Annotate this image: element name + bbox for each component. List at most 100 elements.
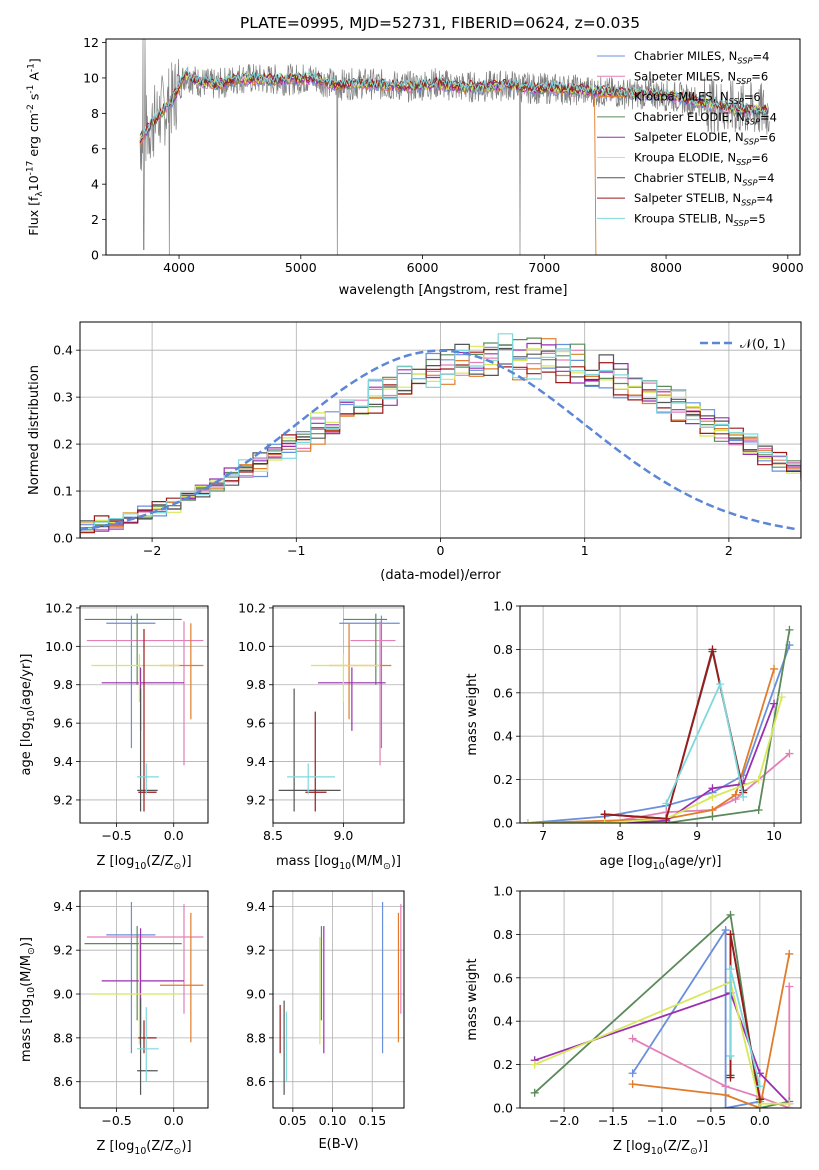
y-tick-label: 0.8 [493, 927, 513, 942]
x-axis-label: Z [log10(Z/Z⊙)] [613, 1139, 708, 1157]
axes-mass_vs_ebv: 0.05 0.10 0.15 8.6 8.8 9.0 9.2 9.4 E(B-V) [246, 890, 405, 1152]
model-spectrum-line [139, 67, 769, 141]
y-tick-label: 0.2 [493, 772, 513, 787]
label-part: Chabrier MILES, [634, 49, 729, 63]
label-part: (Z/Z [146, 854, 173, 869]
label-part: 6 [761, 151, 768, 165]
weight-marker [785, 949, 794, 958]
label-part: ] [27, 58, 42, 63]
x-tick-label: 7000 [528, 260, 560, 275]
x-tick-label: 9 [693, 828, 701, 843]
y-tick-label: 9.0 [53, 987, 73, 1002]
x-tick-label: 9.0 [333, 828, 353, 843]
y-tick-label: 10.0 [238, 639, 266, 654]
label-part: = [757, 171, 767, 185]
weight-marker [754, 805, 763, 814]
y-tick-label: 0.0 [493, 1101, 513, 1116]
label-part: -1 [26, 63, 36, 72]
label-part: Flux [f [26, 196, 41, 236]
label-part: )] [19, 937, 34, 947]
legend-label: Chabrier STELIB, NSSP=4 [634, 171, 774, 187]
label-part: = [756, 191, 766, 205]
label-part: -1 [26, 85, 36, 94]
x-tick-label: −0.5 [101, 828, 131, 843]
weight-line [527, 629, 791, 823]
weight-line [527, 668, 775, 823]
x-tick-label: −1.0 [647, 1113, 677, 1128]
y-tick-label: 10.0 [45, 639, 73, 654]
y-axis-label: mass weight [465, 673, 480, 755]
label-part: SSP [734, 218, 749, 228]
label-part: -17 [26, 161, 36, 176]
label-part: SSP [742, 177, 757, 187]
x-tick-label: 8.5 [263, 828, 283, 843]
x-tick-label: 0.0 [750, 1113, 770, 1128]
y-tick-label: 9.2 [53, 943, 73, 958]
x-axis-label: mass [log10(M/M⊙)] [276, 854, 401, 872]
label-part: )] [181, 1139, 191, 1154]
x-tick-label: −1 [287, 543, 305, 558]
label-part: Chabrier STELIB, [634, 171, 734, 185]
label-part: λ [35, 191, 45, 197]
x-tick-label: −0.5 [696, 1113, 726, 1128]
axes-spectrum: 4000 5000 6000 7000 8000 9000024681012wavelen… [26, 35, 804, 298]
label-part: = [759, 131, 769, 145]
grid [520, 890, 801, 1109]
weight-marker [721, 1082, 730, 1091]
model-spectrum-line [139, 71, 769, 145]
weight-marker [755, 1082, 764, 1091]
y-tick-label: 9.4 [53, 899, 73, 914]
weight-marker [785, 749, 794, 758]
label-part: N [725, 211, 734, 225]
axes-age_vs_Z: −0.5 0.09.29.49.69.810.010.2Z [log10(Z/Z⊙… [19, 600, 209, 872]
label-part: 5 [758, 212, 765, 226]
axes-weight_vs_Z: −2.0 −1.5 −1.0 −0.5 0.0 0.0 0.2 0.4 0.6 0.8 1.0 mas… [465, 884, 802, 1157]
label-part: SSP [744, 137, 759, 147]
label-part: N [732, 191, 741, 205]
label-part: Kroupa STELIB, [634, 211, 725, 225]
label-part: s [26, 94, 41, 105]
axes-frame [519, 890, 802, 1109]
label-part: Kroupa ELODIE, [634, 151, 727, 165]
y-tick-label: 1.0 [493, 884, 513, 899]
label-part: = [744, 90, 754, 104]
label-part: mass [log [19, 999, 34, 1062]
y-tick-label: 9.2 [53, 792, 73, 807]
x-axis-label: E(B-V) [318, 1137, 358, 1152]
weight-marker [628, 1080, 637, 1089]
axes-frame [519, 605, 802, 824]
weight-line [527, 696, 783, 823]
x-tick-label: 10 [766, 828, 782, 843]
y-tick-label: 9.8 [246, 677, 266, 692]
legend-label: Kroupa MILES, NSSP=6 [634, 90, 761, 106]
plot-area [139, 39, 770, 255]
label-part: 10 [26, 710, 37, 722]
x-tick-label: 9000 [772, 260, 804, 275]
x-tick-label: −2.0 [549, 1113, 579, 1128]
label-part: Z [log [96, 1139, 134, 1154]
label-part: 10 [651, 1146, 663, 1157]
weight-marker [739, 792, 748, 801]
label-part: = [751, 151, 761, 165]
label-part: Z [log [96, 854, 134, 869]
weight-marker [628, 1069, 637, 1078]
axes-frame [79, 605, 209, 824]
label-part: )] [391, 854, 401, 869]
x-axis-label: Z [log10(Z/Z⊙)] [96, 854, 191, 872]
x-tick-label: 0.0 [164, 1113, 184, 1128]
label-part: mass [log [276, 854, 339, 869]
label-part: Chabrier ELODIE, [634, 110, 736, 124]
weight-line [729, 968, 761, 1087]
label-part: = [751, 70, 761, 84]
weight-line [527, 752, 791, 823]
y-tick-label: 8.8 [53, 1030, 73, 1045]
y-tick-label: 9.4 [246, 899, 266, 914]
residual-histogram [80, 345, 801, 538]
y-axis-label: mass [log10(M/M⊙)] [19, 937, 37, 1062]
weight-marker [530, 1088, 539, 1097]
label-part: ⊙ [174, 1146, 182, 1157]
plot-area [278, 613, 400, 812]
y-tick-label: 0 [91, 248, 99, 263]
